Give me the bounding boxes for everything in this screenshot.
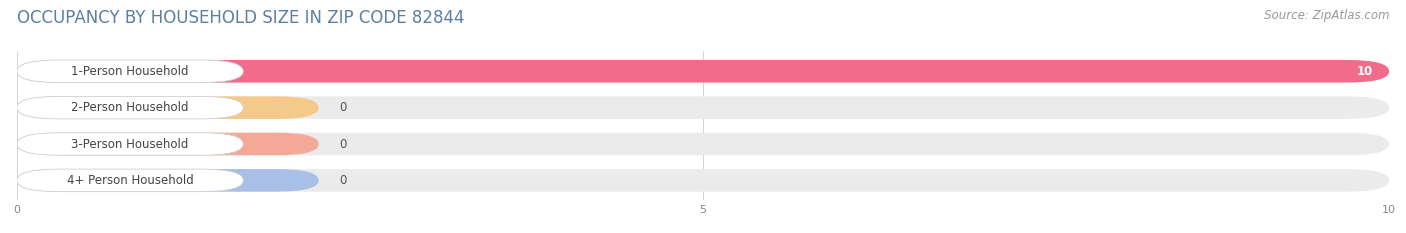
FancyBboxPatch shape [17, 60, 243, 82]
Text: Source: ZipAtlas.com: Source: ZipAtlas.com [1264, 9, 1389, 22]
FancyBboxPatch shape [17, 169, 319, 192]
FancyBboxPatch shape [17, 169, 1389, 192]
Text: 0: 0 [339, 101, 347, 114]
FancyBboxPatch shape [17, 60, 1389, 82]
FancyBboxPatch shape [17, 133, 243, 155]
Text: OCCUPANCY BY HOUSEHOLD SIZE IN ZIP CODE 82844: OCCUPANCY BY HOUSEHOLD SIZE IN ZIP CODE … [17, 9, 464, 27]
Text: 1-Person Household: 1-Person Household [72, 65, 188, 78]
Text: 0: 0 [339, 174, 347, 187]
FancyBboxPatch shape [17, 96, 319, 119]
FancyBboxPatch shape [17, 60, 1389, 82]
Text: 3-Person Household: 3-Person Household [72, 137, 188, 151]
FancyBboxPatch shape [17, 133, 1389, 155]
Text: 2-Person Household: 2-Person Household [72, 101, 188, 114]
FancyBboxPatch shape [17, 96, 1389, 119]
FancyBboxPatch shape [17, 169, 243, 192]
Text: 0: 0 [339, 137, 347, 151]
Text: 4+ Person Household: 4+ Person Household [66, 174, 194, 187]
FancyBboxPatch shape [17, 133, 319, 155]
Text: 10: 10 [1357, 65, 1372, 78]
FancyBboxPatch shape [17, 96, 243, 119]
